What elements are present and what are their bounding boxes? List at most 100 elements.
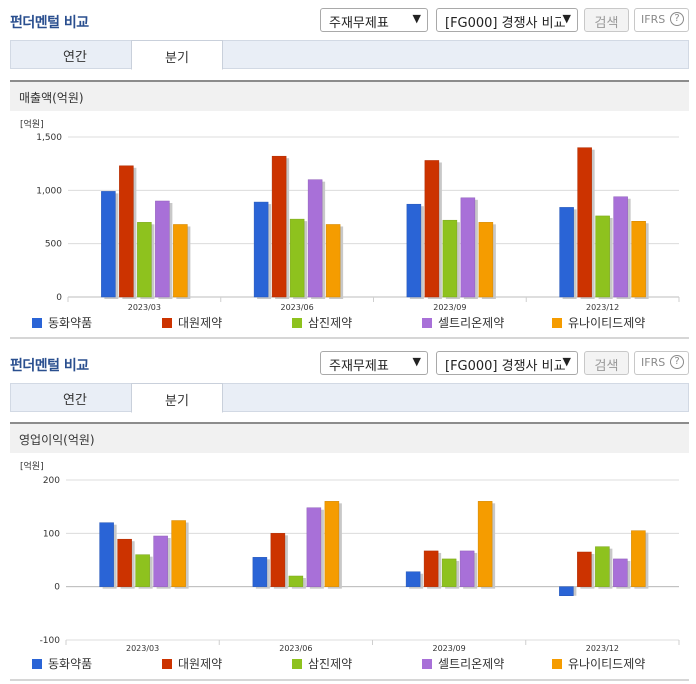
statement-type-select[interactable]: 주재무제표 ▼ xyxy=(320,8,428,32)
legend-item[interactable]: 셀트리온제약 xyxy=(422,314,504,331)
bar-동화약품[interactable] xyxy=(253,201,269,298)
tab-annual[interactable]: 연간 xyxy=(63,50,87,65)
bar-삼진제약[interactable] xyxy=(442,219,458,298)
bar-셀트리온제약[interactable] xyxy=(459,550,475,587)
search-button[interactable]: 검색 xyxy=(584,351,629,375)
bar-셀트리온제약[interactable] xyxy=(155,200,170,298)
legend-swatch xyxy=(422,659,432,669)
bar-대원제약[interactable] xyxy=(271,155,287,298)
y-tick-label: 0 xyxy=(54,583,60,593)
bar-대원제약[interactable] xyxy=(577,147,592,298)
legend-label: 셀트리온제약 xyxy=(438,316,505,330)
unit-label: [억원] xyxy=(20,118,44,130)
legend-label: 유나이티드제약 xyxy=(568,657,646,671)
chevron-down-icon: ▼ xyxy=(412,12,421,25)
ifrs-button[interactable]: IFRS ? xyxy=(634,8,689,32)
bar-동화약품[interactable] xyxy=(252,557,268,587)
x-tick-label: 2023/09 xyxy=(433,644,466,653)
x-tick-label: 2023/09 xyxy=(433,303,466,312)
bar-대원제약[interactable] xyxy=(119,165,134,298)
legend-item[interactable]: 삼진제약 xyxy=(292,655,352,672)
bar-대원제약[interactable] xyxy=(424,160,440,298)
operating-profit-chart: [억원] -100 0 100 200 2023/03 2023/06 2023/09 2023… xyxy=(20,460,680,653)
legend-item[interactable]: 유나이티드제약 xyxy=(552,655,645,672)
bar-대원제약[interactable] xyxy=(117,538,132,587)
legend-item[interactable]: 삼진제약 xyxy=(292,314,352,331)
bar-삼진제약[interactable] xyxy=(595,215,610,298)
bar-동화약품[interactable] xyxy=(99,522,114,587)
legend-item[interactable]: 동화약품 xyxy=(32,655,92,672)
legend-label: 대원제약 xyxy=(178,316,223,330)
bar-삼진제약[interactable] xyxy=(441,558,457,587)
statement-type-select[interactable]: 주재무제표 ▼ xyxy=(320,351,428,375)
help-icon[interactable]: ? xyxy=(670,355,684,369)
section-header: 펀더멘털 비교 주재무제표 ▼ [FG000] 경쟁사 비교 ▼ 검색 IFRS… xyxy=(0,343,696,381)
ifrs-button[interactable]: IFRS ? xyxy=(634,351,689,375)
revenue-chart: [억원] 0 500 1,000 1,500 2023/03 2023/06 2023/09 2… xyxy=(20,118,680,312)
bar-유나이티드제약[interactable] xyxy=(631,221,646,298)
tab-annual[interactable]: 연간 xyxy=(63,393,87,408)
divider xyxy=(10,679,689,681)
bar-유나이티드제약[interactable] xyxy=(324,501,340,587)
bar-동화약품[interactable] xyxy=(101,191,116,298)
legend-item[interactable]: 대원제약 xyxy=(162,655,222,672)
bar-삼진제약[interactable] xyxy=(595,546,610,587)
bar-삼진제약[interactable] xyxy=(289,218,305,298)
y-tick-label: 200 xyxy=(43,476,60,486)
search-button[interactable]: 검색 xyxy=(584,8,629,32)
bar-유나이티드제약[interactable] xyxy=(631,530,646,587)
bar-동화약품[interactable] xyxy=(559,207,574,298)
bar-셀트리온제약[interactable] xyxy=(460,197,476,298)
bar-대원제약[interactable] xyxy=(270,533,286,587)
legend-item[interactable]: 셀트리온제약 xyxy=(422,655,504,672)
bar-유나이티드제약[interactable] xyxy=(478,222,494,298)
x-tick-label: 2023/03 xyxy=(128,303,161,312)
bar-동화약품[interactable] xyxy=(406,203,422,298)
y-tick-label: -100 xyxy=(40,636,61,646)
bar-셀트리온제약[interactable] xyxy=(307,179,323,298)
legend-swatch xyxy=(422,318,432,328)
bar-동화약품[interactable] xyxy=(405,571,421,587)
legend-label: 삼진제약 xyxy=(308,657,353,671)
comparison-select[interactable]: [FG000] 경쟁사 비교 ▼ xyxy=(436,351,578,375)
chart-panel-header: 매출액(억원) xyxy=(10,80,689,111)
bar-유나이티드제약[interactable] xyxy=(325,224,341,298)
legend-item[interactable]: 대원제약 xyxy=(162,314,222,331)
bar-셀트리온제약[interactable] xyxy=(613,196,628,298)
comparison-value: [FG000] 경쟁사 비교 xyxy=(445,359,566,374)
comparison-select[interactable]: [FG000] 경쟁사 비교 ▼ xyxy=(436,8,578,32)
ifrs-label: IFRS xyxy=(641,356,666,369)
x-tick-label: 2023/12 xyxy=(586,644,619,653)
tab-quarterly[interactable]: 분기 xyxy=(131,383,223,413)
bar-셀트리온제약[interactable] xyxy=(153,535,168,587)
period-tabs: 연간 분기 xyxy=(10,40,689,70)
legend-swatch xyxy=(292,318,302,328)
bar-삼진제약[interactable] xyxy=(137,222,152,298)
bar-동화약품[interactable] xyxy=(559,586,574,596)
ifrs-label: IFRS xyxy=(641,13,666,26)
bar-유나이티드제약[interactable] xyxy=(477,501,493,587)
legend-item[interactable]: 동화약품 xyxy=(32,314,92,331)
tab-quarterly[interactable]: 분기 xyxy=(131,40,223,70)
bar-삼진제약[interactable] xyxy=(135,554,150,587)
bar-대원제약[interactable] xyxy=(577,551,592,587)
legend-label: 동화약품 xyxy=(48,657,93,671)
bar-대원제약[interactable] xyxy=(423,550,439,587)
help-icon[interactable]: ? xyxy=(670,12,684,26)
x-tick-label: 2023/06 xyxy=(279,644,312,653)
bar-셀트리온제약[interactable] xyxy=(306,507,322,587)
section-header: 펀더멘털 비교 주재무제표 ▼ [FG000] 경쟁사 비교 ▼ 검색 IFRS… xyxy=(0,0,696,38)
bar-셀트리온제약[interactable] xyxy=(613,558,628,587)
chart-panel-title: 매출액(억원) xyxy=(19,91,84,105)
legend-swatch xyxy=(552,659,562,669)
bar-유나이티드제약[interactable] xyxy=(173,224,188,298)
y-tick-label: 100 xyxy=(43,529,60,539)
legend-label: 삼진제약 xyxy=(308,316,353,330)
legend-item[interactable]: 유나이티드제약 xyxy=(552,314,645,331)
legend-swatch xyxy=(162,659,172,669)
chevron-down-icon: ▼ xyxy=(412,355,421,368)
bar-유나이티드제약[interactable] xyxy=(171,520,186,587)
period-tabs: 연간 분기 xyxy=(10,383,689,413)
x-tick-label: 2023/03 xyxy=(126,644,159,653)
bar-삼진제약[interactable] xyxy=(288,575,304,587)
